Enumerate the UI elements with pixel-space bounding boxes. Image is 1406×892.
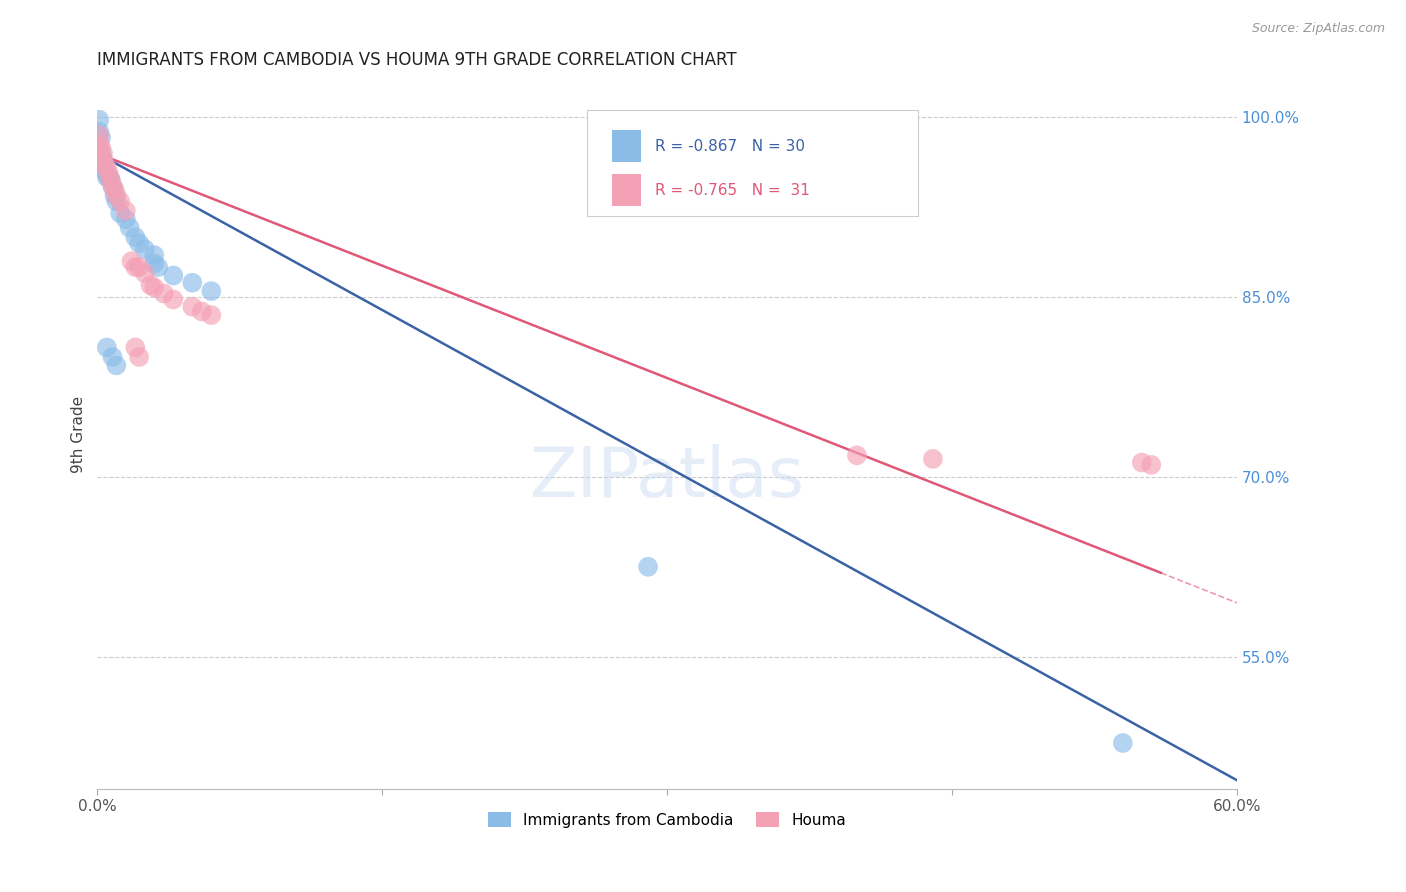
Text: ZIPatlas: ZIPatlas <box>530 444 804 511</box>
Point <box>200 308 222 322</box>
Point <box>200 284 222 298</box>
Text: R = -0.867   N = 30: R = -0.867 N = 30 <box>655 138 804 153</box>
Point <box>105 194 128 209</box>
Point <box>105 359 128 373</box>
Point <box>90 130 112 145</box>
Point <box>1130 456 1153 470</box>
Point <box>637 559 659 574</box>
Point <box>91 153 114 167</box>
Point <box>101 178 124 193</box>
Point <box>121 254 143 268</box>
Point <box>101 350 124 364</box>
Point <box>90 146 112 161</box>
Point <box>90 140 112 154</box>
Point <box>128 236 150 251</box>
Point <box>96 341 118 355</box>
Y-axis label: 9th Grade: 9th Grade <box>72 396 86 474</box>
Point <box>134 242 156 256</box>
FancyBboxPatch shape <box>588 110 918 216</box>
Point <box>103 182 125 196</box>
Point <box>162 268 184 283</box>
Point <box>94 164 117 178</box>
Point <box>124 341 146 355</box>
Point <box>101 179 124 194</box>
Point <box>94 158 117 172</box>
Point <box>91 153 114 167</box>
Point <box>105 188 128 202</box>
Point <box>96 170 118 185</box>
Point <box>108 194 131 209</box>
Point <box>114 203 136 218</box>
Point <box>845 448 868 462</box>
FancyBboxPatch shape <box>613 130 641 162</box>
Point <box>91 146 114 161</box>
Point <box>97 170 120 185</box>
Point <box>124 260 146 274</box>
Point <box>134 266 156 280</box>
Text: IMMIGRANTS FROM CAMBODIA VS HOUMA 9TH GRADE CORRELATION CHART: IMMIGRANTS FROM CAMBODIA VS HOUMA 9TH GR… <box>97 51 737 69</box>
Point <box>1112 736 1135 750</box>
Point <box>96 161 118 175</box>
Point <box>118 220 141 235</box>
Point <box>162 293 184 307</box>
Point <box>146 260 169 274</box>
Point <box>181 300 204 314</box>
Point <box>128 260 150 274</box>
Point <box>100 172 122 186</box>
Point <box>124 230 146 244</box>
Point <box>89 125 111 139</box>
Point <box>97 167 120 181</box>
Point <box>128 350 150 364</box>
Point <box>153 286 176 301</box>
Legend: Immigrants from Cambodia, Houma: Immigrants from Cambodia, Houma <box>482 805 852 834</box>
Text: R = -0.765   N =  31: R = -0.765 N = 31 <box>655 183 810 198</box>
Point <box>143 256 166 270</box>
Point <box>922 451 945 466</box>
Text: Source: ZipAtlas.com: Source: ZipAtlas.com <box>1251 22 1385 36</box>
Point <box>89 136 111 151</box>
Point <box>191 304 214 318</box>
FancyBboxPatch shape <box>613 174 641 206</box>
Point <box>114 212 136 227</box>
Point <box>108 206 131 220</box>
Point <box>89 128 111 143</box>
Point <box>91 158 114 172</box>
Point <box>103 188 125 202</box>
Point <box>139 278 162 293</box>
Point <box>1140 458 1163 472</box>
Point <box>143 248 166 262</box>
Point <box>143 280 166 294</box>
Point <box>181 276 204 290</box>
Point <box>100 172 122 186</box>
Point <box>89 112 111 127</box>
